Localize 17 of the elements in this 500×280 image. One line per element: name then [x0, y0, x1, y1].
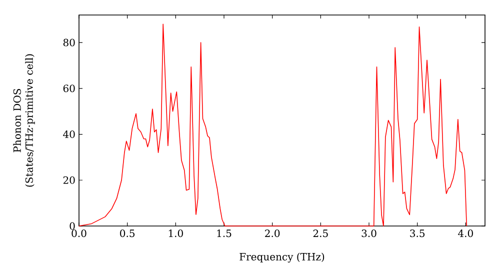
x-axis-title: Frequency (THz): [240, 252, 324, 263]
x-tick-label: 3.5: [410, 230, 425, 238]
y-tick-label: 20: [63, 176, 75, 184]
x-tick-label: 1.5: [217, 230, 232, 238]
y-tick-label: 60: [63, 84, 75, 92]
x-tick-label: 2.5: [313, 230, 328, 238]
y-tick-label: 0: [70, 222, 75, 230]
x-tick-label: 2.0: [265, 230, 280, 238]
y-axis-title: Phonon DOS (States/THz·primitive cell): [13, 54, 35, 187]
x-tick-label: 1.0: [168, 230, 183, 238]
x-tick-label: 0.5: [120, 230, 135, 238]
x-tick-label: 4.0: [458, 230, 473, 238]
line-series: [78, 24, 468, 226]
y-tick-label: 40: [63, 130, 75, 138]
x-tick-label: 0.0: [72, 230, 86, 238]
x-tick-label: 3.0: [362, 230, 376, 238]
y-tick-label: 80: [63, 38, 75, 46]
